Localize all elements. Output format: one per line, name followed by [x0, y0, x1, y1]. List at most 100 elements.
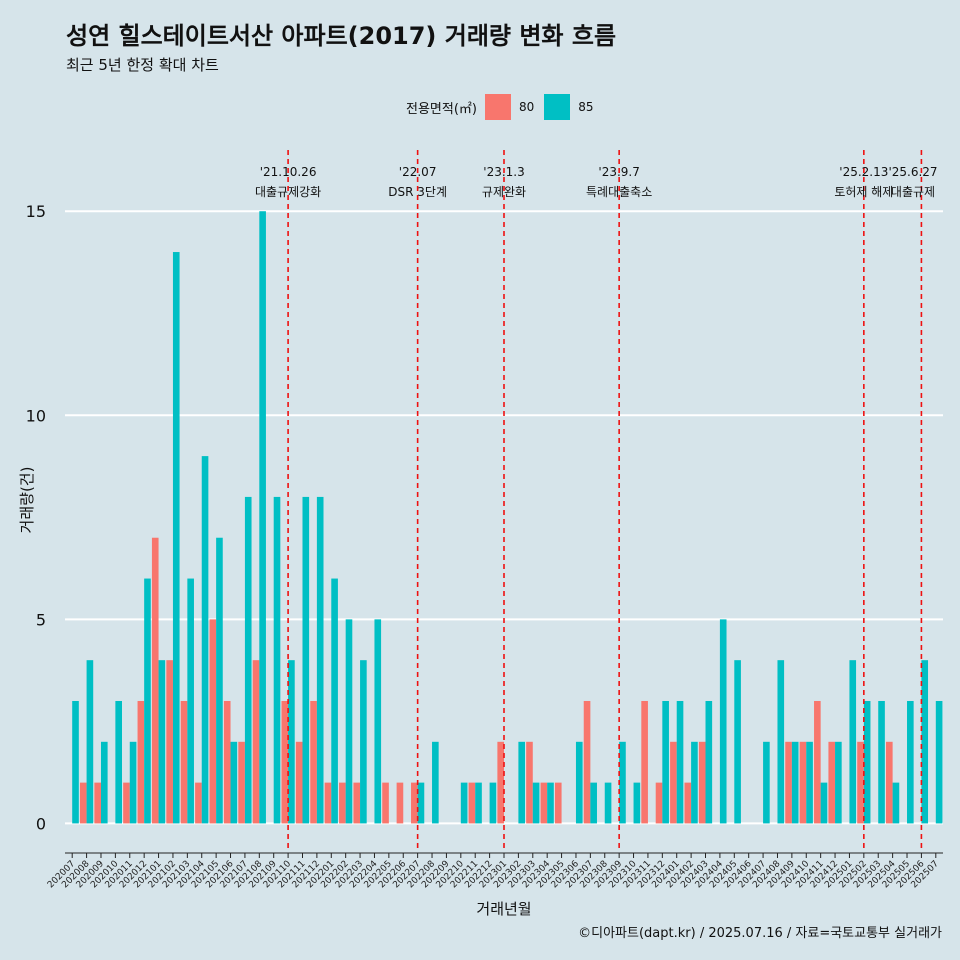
legend-label-80: 80: [518, 100, 535, 114]
bar-85-202112: [316, 496, 324, 824]
event-date-label: '22.07: [399, 165, 437, 179]
event-date-label: '23.1.3: [483, 165, 524, 179]
bar-80-202401: [670, 741, 677, 824]
source-caption: ©디아파트(dapt.kr) / 2025.07.16 / 자료=국토교통부 실…: [578, 926, 942, 941]
bar-85-202310: [633, 782, 641, 824]
bar-85-202309: [619, 741, 626, 824]
bar-85-202008: [86, 660, 94, 824]
bar-85-202502: [863, 700, 871, 824]
bar-85-202102: [172, 252, 180, 824]
event-name-label: DSR 3단계: [388, 185, 447, 199]
bar-80-202206: [396, 782, 404, 824]
event-date-label: '25.6.27: [888, 165, 937, 179]
bar-80-202410: [799, 741, 807, 824]
bar-80-202009: [94, 782, 101, 824]
bar-80-202012: [137, 700, 145, 824]
bar-85-202405: [734, 660, 741, 824]
bar-85-202011: [129, 741, 137, 824]
bar-80-202301: [497, 741, 504, 824]
bar-80-202502: [857, 741, 864, 824]
bar-85-202107: [244, 496, 252, 824]
legend-label-85: 85: [578, 100, 594, 114]
bar-85-202106: [230, 741, 238, 824]
bar-85-202504: [892, 782, 900, 824]
bar-85-202503: [878, 700, 885, 824]
bar-80-202303: [526, 741, 533, 824]
bar-85-202505: [907, 700, 914, 824]
bar-85-202408: [777, 660, 785, 824]
bar-80-202403: [698, 741, 706, 824]
bar-85-202104: [201, 456, 209, 824]
bar-80-202402: [684, 782, 692, 824]
bar-85-202410: [806, 741, 813, 824]
event-name-label: 토허제 해제: [834, 185, 893, 199]
bar-80-202103: [180, 700, 188, 824]
x-axis-title: 거래년월: [476, 900, 531, 918]
bar-80-202504: [886, 741, 893, 824]
y-tick-label: 10: [26, 406, 46, 425]
bar-80-202412: [828, 741, 836, 824]
bar-85-202105: [216, 537, 223, 824]
bar-85-202403: [705, 700, 713, 824]
bar-85-202010: [115, 700, 122, 824]
legend-item-85: 85: [544, 94, 594, 120]
bar-85-202303: [532, 782, 540, 824]
bar-85-202012: [144, 578, 151, 824]
bar-85-202407: [763, 741, 770, 824]
event-date-label: '21.10.26: [260, 165, 317, 179]
bar-80-202312: [655, 782, 663, 824]
event-date-label: '25.2.13: [839, 165, 888, 179]
legend-swatch-80: [484, 94, 511, 120]
y-axis-title: 거래량(건): [18, 467, 36, 534]
bar-85-202207: [417, 782, 425, 824]
bar-80-202311: [641, 700, 648, 824]
event-name-label: 대출규제강화: [255, 185, 321, 199]
bar-85-202009: [100, 741, 108, 824]
bar-80-202307: [583, 700, 591, 824]
bar-85-202111: [302, 496, 310, 824]
bar-85-202307: [590, 782, 597, 824]
bar-80-202011: [123, 782, 130, 824]
bar-80-202203: [353, 782, 361, 824]
bar-85-202103: [187, 578, 194, 824]
bar-85-202402: [691, 741, 698, 824]
legend-swatch-85: [544, 94, 571, 120]
bar-85-202308: [604, 782, 612, 824]
bar-85-202411: [820, 782, 828, 824]
event-name-label: 규제완화: [482, 185, 526, 199]
bar-85-202202: [345, 619, 353, 824]
bar-85-202404: [719, 619, 727, 824]
bar-80-202205: [382, 782, 389, 824]
bar-85-202312: [662, 700, 669, 824]
bar-80-202305: [554, 782, 562, 824]
bar-80-202101: [151, 537, 159, 824]
bar-85-202101: [158, 660, 166, 824]
bar-80-202304: [540, 782, 548, 824]
bar-85-202108: [259, 211, 266, 824]
chart-title: 성연 힐스테이트서산 아파트(2017) 거래량 변화 흐름: [66, 22, 617, 50]
bar-85-202212: [489, 782, 497, 824]
event-date-label: '23.9.7: [598, 165, 639, 179]
event-name-label: 대출규제: [891, 185, 935, 199]
bar-80-202107: [238, 741, 245, 824]
bar-85-202304: [547, 782, 554, 824]
bar-80-202202: [339, 782, 346, 824]
bar-85-202210: [460, 782, 468, 824]
bar-80-202105: [209, 619, 217, 824]
bar-85-202109: [273, 496, 281, 824]
bar-85-202007: [72, 700, 79, 824]
bar-80-202110: [281, 700, 289, 824]
bar-80-202211: [468, 782, 476, 824]
bar-85-202211: [475, 782, 482, 824]
y-tick-label: 5: [36, 610, 46, 629]
bar-85-202110: [288, 660, 295, 824]
legend: 전용면적(㎡) 80 85: [406, 93, 604, 121]
y-tick-label: 0: [36, 814, 46, 833]
bar-85-202507: [935, 700, 943, 824]
bar-85-202208: [432, 741, 439, 824]
legend-item-80: 80: [484, 94, 535, 120]
bar-80-202207: [411, 782, 418, 824]
bar-85-202501: [849, 660, 857, 824]
bar-80-202108: [252, 660, 260, 824]
